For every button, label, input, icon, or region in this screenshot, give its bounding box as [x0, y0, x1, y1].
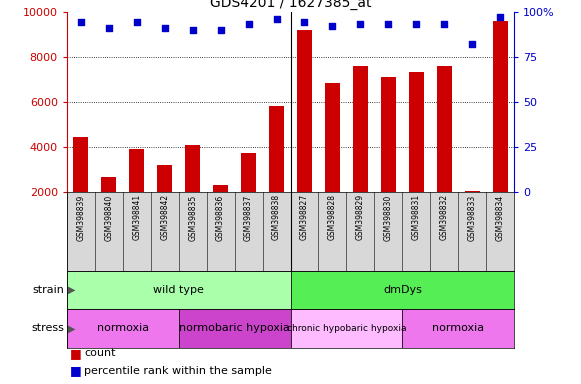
Bar — [381, 77, 396, 237]
Point — [216, 26, 225, 33]
Text: normoxia: normoxia — [432, 323, 485, 333]
Text: GSM398839: GSM398839 — [76, 194, 85, 241]
Text: dmDys: dmDys — [383, 285, 422, 295]
Bar — [408, 73, 424, 237]
Bar — [67, 309, 179, 348]
Bar — [325, 83, 340, 237]
Bar — [101, 177, 116, 237]
Bar — [290, 271, 514, 309]
Bar — [185, 145, 200, 237]
Bar — [213, 185, 228, 237]
Text: GSM398837: GSM398837 — [244, 194, 253, 241]
Bar — [269, 106, 284, 237]
Bar — [436, 66, 452, 237]
Point — [300, 19, 309, 25]
Title: GDS4201 / 1627385_at: GDS4201 / 1627385_at — [210, 0, 371, 10]
Text: normoxia: normoxia — [96, 323, 149, 333]
Text: count: count — [84, 348, 116, 358]
Point — [412, 21, 421, 27]
Text: GSM398833: GSM398833 — [468, 194, 477, 241]
Text: GSM398838: GSM398838 — [272, 194, 281, 240]
Text: GSM398842: GSM398842 — [160, 194, 169, 240]
Text: GSM398834: GSM398834 — [496, 194, 505, 241]
Point — [132, 19, 141, 25]
Text: ■: ■ — [70, 347, 81, 360]
Text: normobaric hypoxia: normobaric hypoxia — [179, 323, 290, 333]
Text: stress: stress — [31, 323, 64, 333]
Bar — [297, 30, 312, 237]
Bar — [241, 152, 256, 237]
Text: GSM398830: GSM398830 — [384, 194, 393, 241]
Text: wild type: wild type — [153, 285, 204, 295]
Bar — [73, 137, 88, 237]
Bar — [179, 309, 290, 348]
Text: percentile rank within the sample: percentile rank within the sample — [84, 366, 272, 376]
Point — [468, 41, 477, 47]
Bar — [157, 165, 173, 237]
Text: GSM398840: GSM398840 — [104, 194, 113, 241]
Text: GSM398828: GSM398828 — [328, 194, 337, 240]
Bar — [67, 271, 290, 309]
Text: GSM398835: GSM398835 — [188, 194, 197, 241]
Text: GSM398829: GSM398829 — [356, 194, 365, 240]
Point — [76, 19, 85, 25]
Point — [104, 25, 113, 31]
Text: ▶: ▶ — [68, 323, 76, 333]
Text: GSM398836: GSM398836 — [216, 194, 225, 241]
Text: strain: strain — [32, 285, 64, 295]
Point — [160, 25, 169, 31]
Point — [188, 26, 198, 33]
Point — [496, 14, 505, 20]
Text: GSM398831: GSM398831 — [412, 194, 421, 240]
Bar — [129, 149, 145, 237]
Point — [440, 21, 449, 27]
Bar — [493, 20, 508, 237]
Text: ■: ■ — [70, 364, 81, 377]
Bar — [465, 191, 480, 237]
Text: chronic hypobaric hypoxia: chronic hypobaric hypoxia — [286, 324, 406, 333]
Text: GSM398827: GSM398827 — [300, 194, 309, 240]
Text: ▶: ▶ — [68, 285, 76, 295]
Text: GSM398832: GSM398832 — [440, 194, 449, 240]
Text: GSM398841: GSM398841 — [132, 194, 141, 240]
Point — [244, 21, 253, 27]
Bar — [403, 309, 514, 348]
Point — [328, 23, 337, 29]
Point — [356, 21, 365, 27]
Bar — [290, 309, 403, 348]
Bar — [353, 66, 368, 237]
Point — [383, 21, 393, 27]
Point — [272, 16, 281, 22]
